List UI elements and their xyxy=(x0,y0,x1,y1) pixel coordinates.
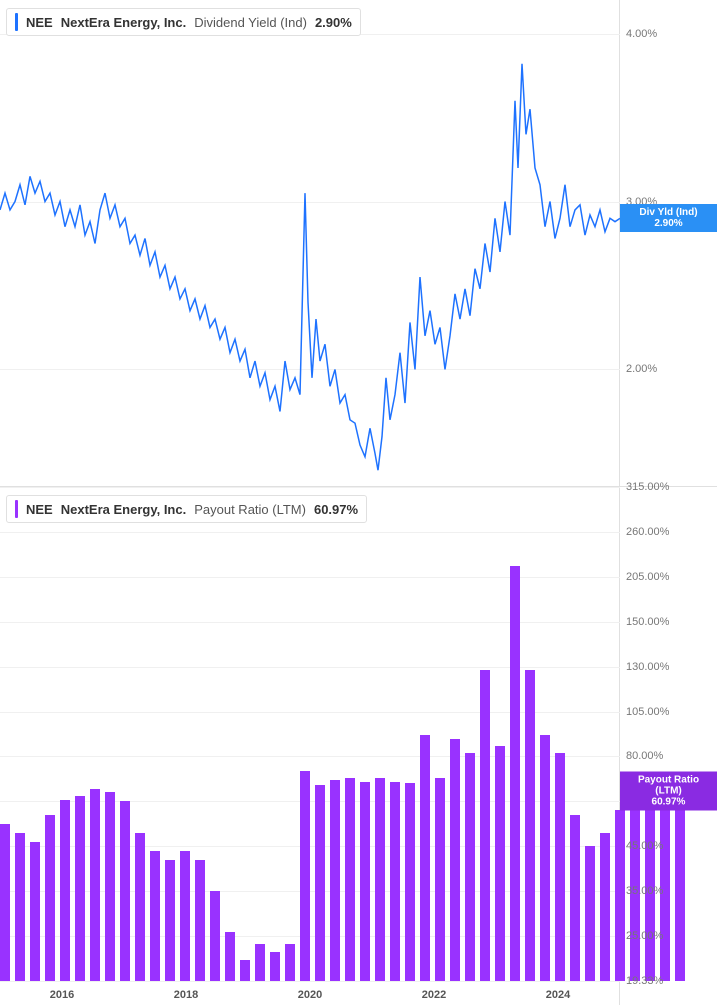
y-tick-label: 260.00% xyxy=(626,526,669,538)
payout-bar xyxy=(555,753,565,981)
payout-bar xyxy=(360,782,370,981)
payout-ratio-chart: NEE NextEra Energy, Inc. Payout Ratio (L… xyxy=(0,487,717,1005)
badge-value: 60.97% xyxy=(628,796,709,807)
payout-bar xyxy=(105,792,115,981)
payout-bar xyxy=(315,785,325,981)
payout-bar xyxy=(540,735,550,981)
payout-bar xyxy=(435,778,445,981)
legend-color-bar xyxy=(15,13,18,31)
y-tick-label: 130.00% xyxy=(626,661,669,673)
y-tick-label: 35.00% xyxy=(626,885,663,897)
payout-bar xyxy=(45,815,55,981)
current-value-badge: Div Yld (Ind) 2.90% xyxy=(620,204,717,232)
bottom-legend: NEE NextEra Energy, Inc. Payout Ratio (L… xyxy=(6,495,367,523)
payout-bar xyxy=(135,833,145,981)
x-tick-label: 2020 xyxy=(298,989,322,1001)
payout-bar xyxy=(345,778,355,981)
payout-bar xyxy=(75,796,85,981)
payout-bar xyxy=(420,735,430,981)
bottom-plot-area[interactable] xyxy=(0,487,620,1005)
payout-bar xyxy=(300,771,310,981)
payout-bar xyxy=(60,800,70,981)
payout-ratio-bars xyxy=(0,487,620,1005)
legend-ticker: NEE xyxy=(26,15,53,30)
x-tick-label: 2016 xyxy=(50,989,74,1001)
legend-metric: Dividend Yield (Ind) xyxy=(194,15,307,30)
top-y-axis: 2.00%3.00%4.00% xyxy=(620,0,717,486)
y-tick-label: 4.00% xyxy=(626,28,657,40)
y-tick-label: 2.00% xyxy=(626,363,657,375)
x-tick-label: 2024 xyxy=(546,989,570,1001)
payout-bar xyxy=(30,842,40,981)
payout-bar xyxy=(210,891,220,981)
top-legend: NEE NextEra Energy, Inc. Dividend Yield … xyxy=(6,8,361,36)
payout-bar xyxy=(450,739,460,982)
payout-bar xyxy=(165,860,175,981)
top-plot-area[interactable] xyxy=(0,0,620,486)
x-tick-label: 2022 xyxy=(422,989,446,1001)
legend-metric: Payout Ratio (LTM) xyxy=(194,502,306,517)
legend-company: NextEra Energy, Inc. xyxy=(61,15,186,30)
y-tick-label: 25.00% xyxy=(626,930,663,942)
legend-color-bar xyxy=(15,500,18,518)
legend-company: NextEra Energy, Inc. xyxy=(61,502,186,517)
y-tick-label: 150.00% xyxy=(626,616,669,628)
payout-bar xyxy=(375,778,385,981)
legend-ticker: NEE xyxy=(26,502,53,517)
payout-bar xyxy=(15,833,25,981)
dividend-yield-chart: NEE NextEra Energy, Inc. Dividend Yield … xyxy=(0,0,717,487)
payout-bar xyxy=(150,851,160,981)
legend-value: 2.90% xyxy=(315,15,352,30)
dividend-yield-line xyxy=(0,0,620,487)
y-tick-label: 80.00% xyxy=(626,750,663,762)
badge-metric: Payout Ratio (LTM) xyxy=(628,774,709,796)
payout-bar xyxy=(0,824,10,981)
payout-bar xyxy=(180,851,190,981)
current-value-badge: Payout Ratio (LTM) 60.97% xyxy=(620,771,717,810)
x-axis: 2016 2018 2020 2022 2024 xyxy=(0,981,620,1005)
badge-metric: Div Yld (Ind) xyxy=(628,207,709,218)
y-tick-label: 315.00% xyxy=(626,481,669,493)
payout-bar xyxy=(390,782,400,981)
payout-bar xyxy=(480,670,490,981)
payout-bar xyxy=(285,944,295,981)
bottom-y-axis: 19.33%25.00%35.00%45.00%55.00%80.00%105.… xyxy=(620,487,717,1005)
payout-bar xyxy=(240,960,250,981)
payout-bar xyxy=(525,670,535,981)
payout-bar xyxy=(600,833,610,981)
y-tick-label: 45.00% xyxy=(626,840,663,852)
y-tick-label: 105.00% xyxy=(626,706,669,718)
payout-bar xyxy=(270,952,280,981)
payout-bar xyxy=(585,846,595,981)
y-tick-label: 19.33% xyxy=(626,975,663,987)
payout-bar xyxy=(465,753,475,981)
badge-value: 2.90% xyxy=(628,218,709,229)
payout-bar xyxy=(120,801,130,981)
payout-bar xyxy=(195,860,205,981)
payout-bar xyxy=(510,566,520,981)
payout-bar xyxy=(495,746,505,981)
legend-value: 60.97% xyxy=(314,502,358,517)
payout-bar xyxy=(405,783,415,981)
payout-bar xyxy=(330,780,340,981)
payout-bar xyxy=(90,789,100,981)
y-tick-label: 205.00% xyxy=(626,571,669,583)
x-tick-label: 2018 xyxy=(174,989,198,1001)
payout-bar xyxy=(225,932,235,981)
payout-bar xyxy=(570,815,580,981)
payout-bar xyxy=(255,944,265,981)
